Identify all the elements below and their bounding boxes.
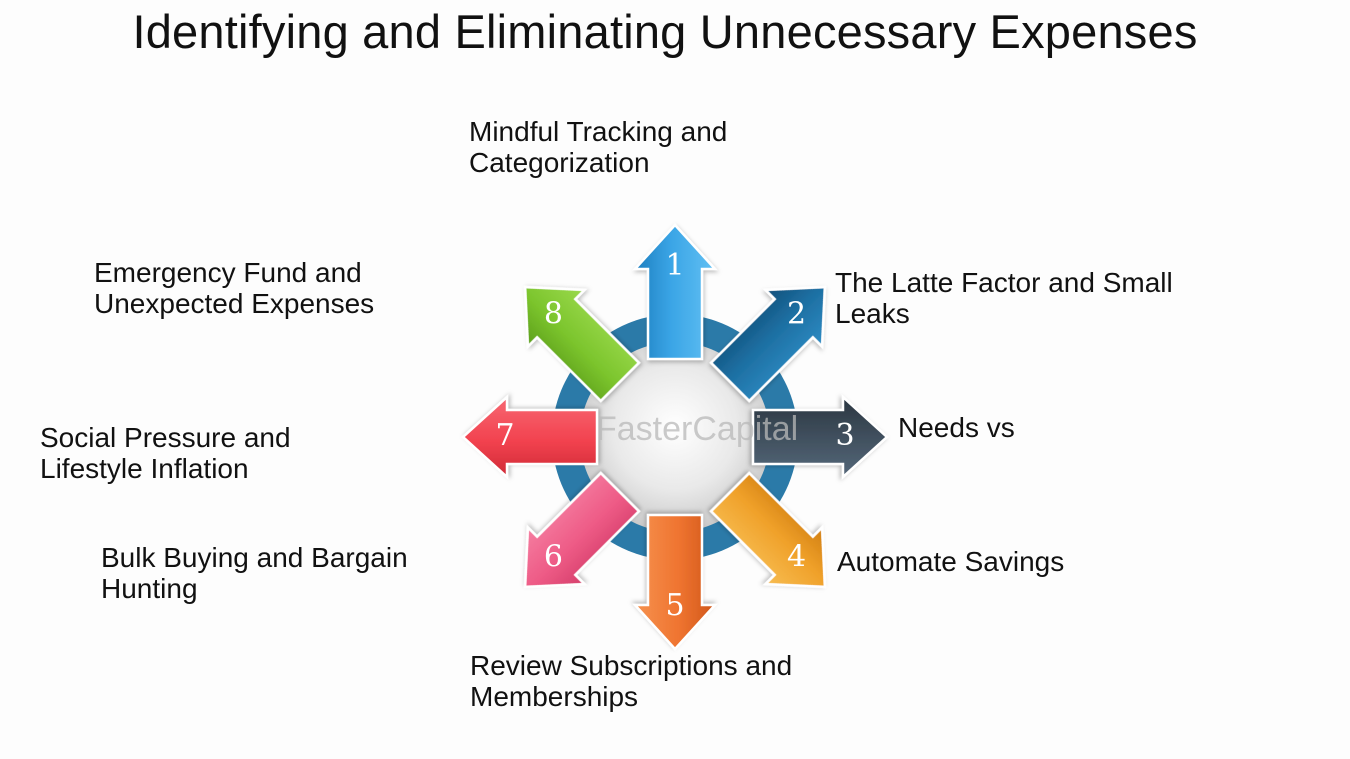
step-label-7: Social Pressure and Lifestyle Inflation <box>40 422 291 484</box>
arrow-step-8 <box>523 285 641 403</box>
diagram-title: Identifying and Eliminating Unnecessary … <box>132 5 1198 58</box>
step-label-6: Bulk Buying and Bargain Hunting <box>101 542 408 604</box>
arrow-shape-2 <box>709 285 827 403</box>
step-number-5: 5 <box>665 588 684 623</box>
arrow-shape-4 <box>709 471 827 589</box>
step-number-7: 7 <box>495 418 514 453</box>
arrow-step-3 <box>751 394 889 480</box>
arrow-shape-1 <box>632 223 718 361</box>
watermark: FasterCapital <box>596 410 798 448</box>
arrow-shape-8 <box>523 285 641 403</box>
arrow-step-5 <box>632 513 718 651</box>
step-label-4: Automate Savings <box>837 546 1065 577</box>
step-number-1: 1 <box>665 248 684 283</box>
arrows-layer: 1 2 3 4 5 6 7 8 <box>461 223 889 651</box>
arrow-shape-6 <box>523 471 641 589</box>
watermark-text: FasterCapital <box>596 410 798 448</box>
step-label-1: Mindful Tracking and Categorization <box>469 116 728 178</box>
arrow-step-4 <box>709 471 827 589</box>
arrow-shape-3 <box>751 394 889 480</box>
step-label-2: The Latte Factor and Small Leaks <box>835 267 1173 329</box>
arrow-step-1 <box>632 223 718 361</box>
step-number-6: 6 <box>544 540 563 575</box>
step-number-2: 2 <box>787 296 806 331</box>
step-number-8: 8 <box>544 296 563 331</box>
step-label-5: Review Subscriptions and Memberships <box>470 650 793 712</box>
step-number-3: 3 <box>835 418 854 453</box>
step-label-3: Needs vs <box>898 412 1015 443</box>
arrow-shape-7 <box>461 394 599 480</box>
step-number-4: 4 <box>787 540 806 575</box>
arrow-step-6 <box>523 471 641 589</box>
arrow-step-2 <box>709 285 827 403</box>
step-label-8: Emergency Fund and Unexpected Expenses <box>94 257 375 319</box>
arrow-step-7 <box>461 394 599 480</box>
center-circle <box>580 342 770 532</box>
arrow-shape-5 <box>632 513 718 651</box>
